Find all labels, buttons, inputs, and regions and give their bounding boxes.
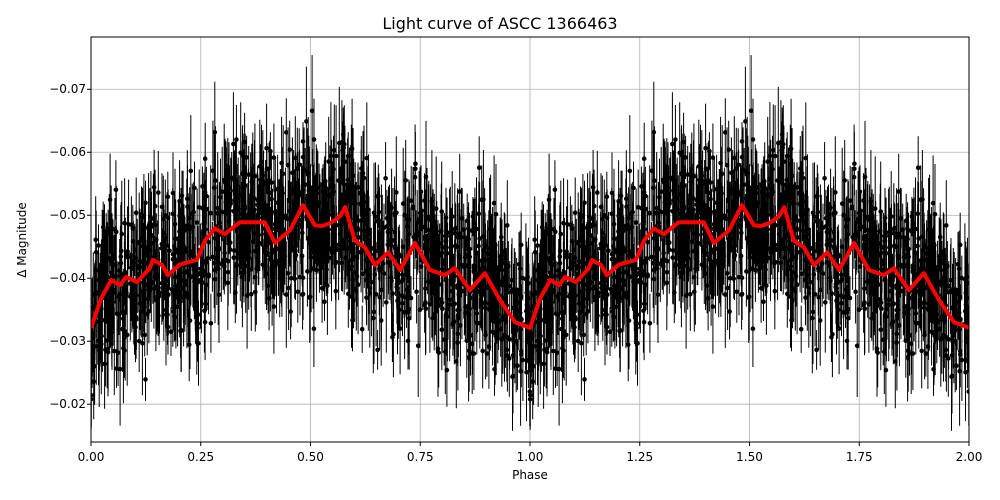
x-tick-label: 0.75	[406, 450, 434, 464]
y-tick-label: −0.04	[49, 271, 86, 286]
y-axis-label: Δ Magnitude	[15, 202, 29, 278]
x-tick-label: 1.75	[845, 450, 873, 464]
y-tick-label: −0.07	[49, 82, 86, 97]
x-tick-label: 1.50	[736, 450, 763, 464]
y-tick-label: −0.06	[49, 145, 86, 160]
x-tick-label: 1.00	[516, 450, 544, 464]
y-tick-label: −0.05	[49, 208, 86, 223]
y-tick-label: −0.03	[49, 334, 86, 349]
x-tick-label: 1.25	[626, 450, 654, 464]
x-tick-label: 2.00	[955, 450, 983, 464]
x-tick-label: 0.50	[297, 450, 324, 464]
model-curve	[91, 203, 969, 330]
x-axis-label: Phase	[512, 468, 548, 482]
x-tick-label: 0.25	[187, 450, 215, 464]
x-tick-label: 0.00	[77, 450, 105, 464]
y-tick-label: −0.02	[49, 397, 86, 412]
chart-title: Light curve of ASCC 1366463	[382, 14, 618, 33]
observation-points	[91, 55, 969, 431]
axes-frame	[87, 36, 970, 446]
